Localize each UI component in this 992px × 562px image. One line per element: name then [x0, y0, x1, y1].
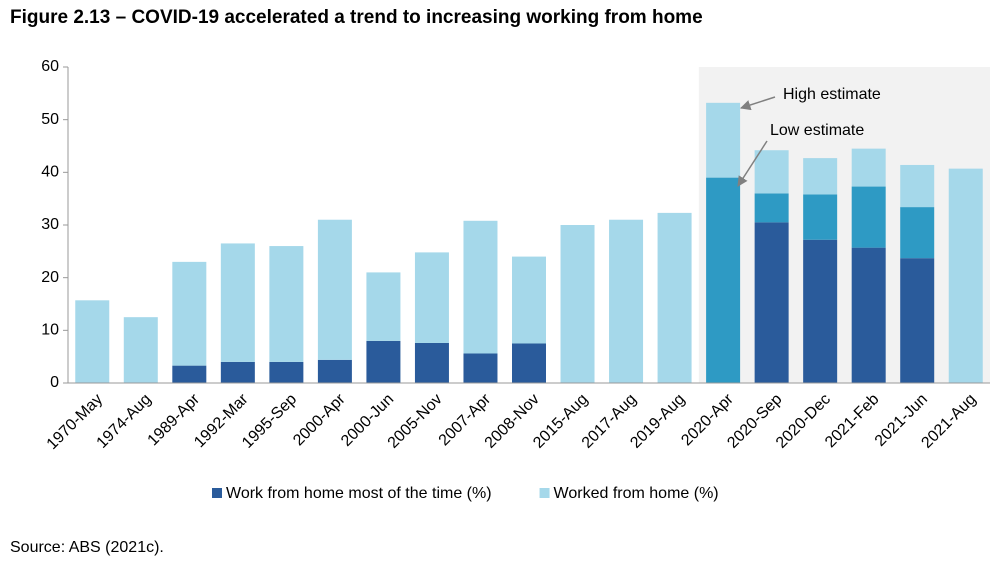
y-tick-label: 30: [41, 216, 59, 233]
annotation: High estimate: [783, 86, 881, 103]
bar-segment: [512, 256, 546, 344]
chart-title: Figure 2.13 – COVID-19 accelerated a tre…: [10, 7, 703, 28]
bar-segment: [754, 222, 789, 383]
bar-segment: [463, 220, 498, 354]
y-tick-label: 20: [41, 269, 59, 286]
bar-segment: [220, 361, 255, 383]
bar-segment: [754, 150, 789, 194]
annotation-arrow: [740, 96, 776, 111]
bar-segment: [803, 239, 838, 383]
bar-segment: [657, 212, 692, 383]
bar-segment: [123, 317, 158, 383]
bar-segment: [414, 252, 449, 343]
bar-segment: [366, 272, 401, 341]
bar-segment: [900, 164, 935, 208]
bar-segment: [948, 168, 983, 383]
bar-segment: [220, 243, 255, 362]
bar-segment: [463, 353, 498, 383]
legend-label: Work from home most of the time (%): [226, 485, 492, 502]
bar-segment: [706, 177, 741, 383]
bar-segment: [269, 246, 304, 362]
y-tick-label: 60: [41, 58, 59, 75]
source: Source: ABS (2021c).: [10, 539, 164, 556]
y-tick-label: 10: [41, 322, 59, 339]
bar-segment: [172, 365, 207, 383]
bar-segment: [851, 247, 886, 383]
bar-segment: [754, 193, 789, 223]
legend-swatch: [539, 488, 550, 498]
bar-segment: [366, 340, 401, 383]
bar-segment: [609, 219, 644, 383]
bar-segment: [317, 359, 352, 383]
annotation-arrow: [737, 140, 768, 187]
y-tick-label: 0: [50, 374, 59, 391]
y-tick-label: 50: [41, 111, 59, 128]
bar-segment: [172, 261, 207, 366]
bar-segment: [803, 158, 838, 195]
bar-segment: [900, 258, 935, 383]
bar-segment: [414, 342, 449, 383]
x-tick-label: 2021-Feb: [822, 391, 883, 452]
bar-segment: [512, 343, 546, 383]
legend-label: Worked from home (%): [554, 485, 719, 502]
annotation: Low estimate: [770, 122, 864, 139]
bar-segment: [706, 102, 741, 178]
bar-segment: [317, 219, 352, 360]
legend-swatch: [212, 488, 222, 498]
shaded-region: [698, 67, 990, 383]
bar-segment: [851, 148, 886, 187]
bar-segment: [803, 194, 838, 240]
bar-segment: [269, 361, 304, 383]
bar-segment: [75, 300, 110, 383]
y-tick-label: 40: [41, 164, 59, 181]
bar-segment: [560, 225, 595, 383]
bar-segment: [900, 207, 935, 259]
bar-segment: [851, 186, 886, 248]
